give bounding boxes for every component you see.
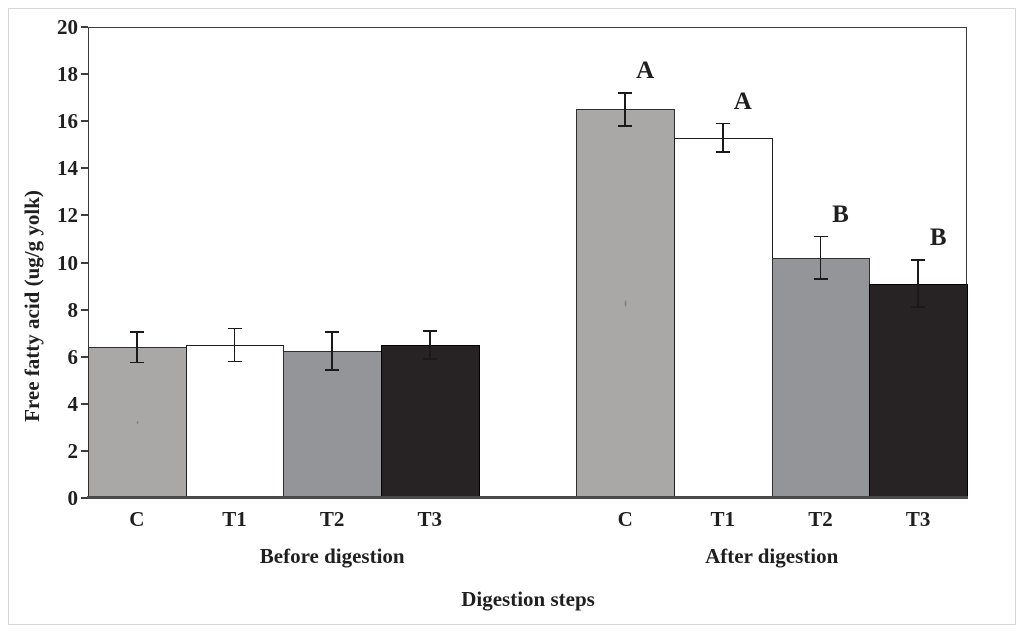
y-tick-mark (81, 261, 88, 264)
bar-t2-before (283, 350, 382, 498)
x-category-label: C (129, 507, 145, 531)
y-tick-mark (81, 497, 88, 499)
error-bar-line (819, 236, 822, 279)
error-bar-cap-bottom (911, 306, 926, 309)
bar-t2-after (771, 257, 871, 498)
x-axis-baseline (87, 496, 968, 499)
error-bar-cap-top (715, 122, 730, 125)
y-tick-mark (81, 167, 88, 170)
error-bar-cap-top (227, 327, 242, 330)
bar-t1-after (674, 137, 773, 498)
y-tick-label: 4 (67, 391, 79, 416)
y-tick-label: 14 (57, 156, 78, 181)
x-group-label: Before digestion (259, 544, 405, 568)
bar-t1-before (185, 344, 285, 498)
error-bar-cap-bottom (129, 361, 144, 364)
y-tick-label: 0 (67, 486, 79, 510)
x-category-label: T2 (808, 507, 833, 531)
significance-letter: B (929, 224, 947, 252)
error-bar-cap-top (618, 92, 633, 94)
y-tick-mark (81, 73, 88, 76)
y-tick-mark (81, 120, 88, 123)
y-tick-label: 6 (67, 344, 79, 369)
y-tick-mark (81, 26, 88, 28)
bar-c-before (88, 347, 187, 498)
error-bar-cap-top (129, 331, 144, 333)
error-bar-line (136, 332, 138, 363)
y-tick-label: 16 (57, 109, 78, 134)
y-tick-mark (81, 214, 88, 217)
error-bar-cap-top (813, 235, 828, 238)
bar-t3-after (869, 283, 968, 498)
bar-c-after (576, 109, 675, 498)
y-tick-label: 20 (57, 15, 78, 39)
chart-area-border (8, 8, 1016, 625)
bar-t3-before (381, 344, 480, 498)
x-axis-title: Digestion steps (461, 587, 595, 611)
x-category-label: T1 (222, 507, 247, 531)
x-category-label: T1 (710, 507, 736, 531)
x-category-label: T3 (905, 507, 931, 531)
error-bar-cap-bottom (618, 125, 633, 127)
significance-letter: A (733, 87, 752, 115)
error-bar-line (624, 92, 626, 126)
y-tick-label: 2 (67, 438, 79, 463)
significance-letter: A (636, 56, 655, 84)
significance-letter: B (832, 200, 849, 228)
y-tick-mark (81, 449, 88, 452)
y-tick-label: 8 (67, 297, 79, 322)
error-bar-cap-bottom (227, 360, 242, 363)
y-tick-label: 18 (57, 62, 78, 87)
error-bar-line (429, 330, 431, 360)
y-tick-label: 10 (57, 250, 78, 275)
error-bar-cap-top (422, 330, 437, 332)
x-category-label: T2 (319, 507, 345, 531)
error-bar-line (722, 123, 724, 152)
error-bar-line (331, 332, 333, 370)
error-bar-line (917, 260, 919, 308)
error-bar-cap-bottom (325, 368, 340, 371)
y-tick-mark (81, 308, 88, 311)
error-bar-cap-top (325, 331, 340, 333)
error-bar-cap-bottom (813, 278, 828, 280)
error-bar-cap-top (911, 259, 926, 261)
error-bar-cap-bottom (422, 358, 437, 360)
error-bar-line (233, 328, 236, 362)
y-tick-mark (81, 355, 88, 358)
y-tick-label: 12 (57, 203, 78, 228)
x-group-label: After digestion (705, 544, 839, 568)
y-tick-mark (81, 402, 88, 405)
error-bar-cap-bottom (715, 151, 730, 153)
x-category-label: T3 (417, 507, 443, 531)
x-category-label: C (617, 507, 633, 531)
